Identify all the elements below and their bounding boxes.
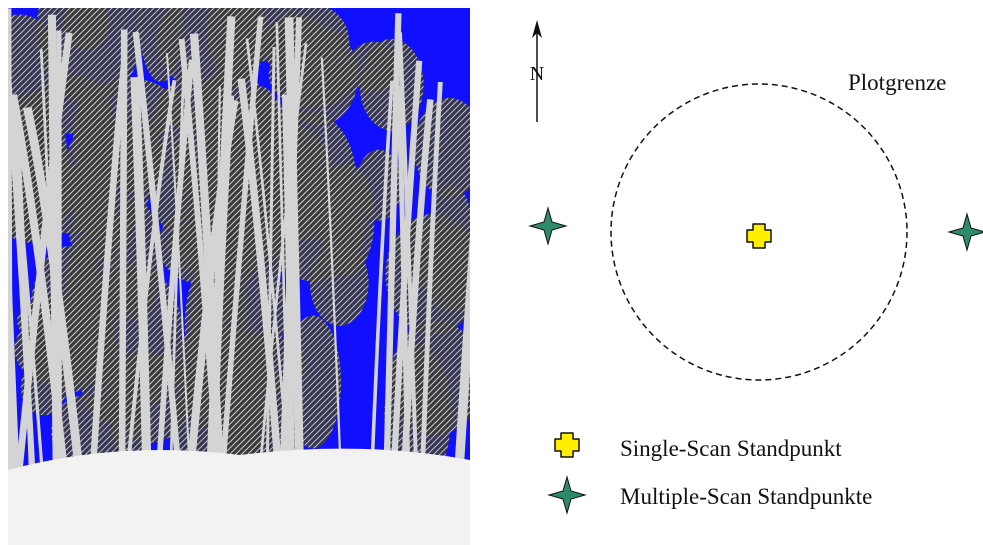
legend-symbol (555, 433, 579, 457)
legend-label: Single-Scan Standpunkt (620, 436, 842, 461)
legend-label: Multiple-Scan Standpunkte (620, 484, 872, 509)
legend: Single-Scan Standpunkt Multiple-Scan Sta… (549, 433, 872, 513)
multi-scan-position (530, 208, 566, 244)
ground (8, 449, 470, 545)
north-arrow: N (530, 20, 544, 122)
legend-symbol (549, 477, 585, 513)
single-scan-position (747, 224, 771, 248)
figure: N Plotgrenze Single-Scan Standpunkt Mult… (0, 0, 983, 545)
foliage (269, 41, 356, 108)
north-label: N (530, 63, 544, 85)
foliage (73, 84, 115, 194)
multi-scan-position (949, 214, 983, 250)
point-cloud-image (0, 0, 490, 545)
plot-label: Plotgrenze (848, 70, 946, 95)
